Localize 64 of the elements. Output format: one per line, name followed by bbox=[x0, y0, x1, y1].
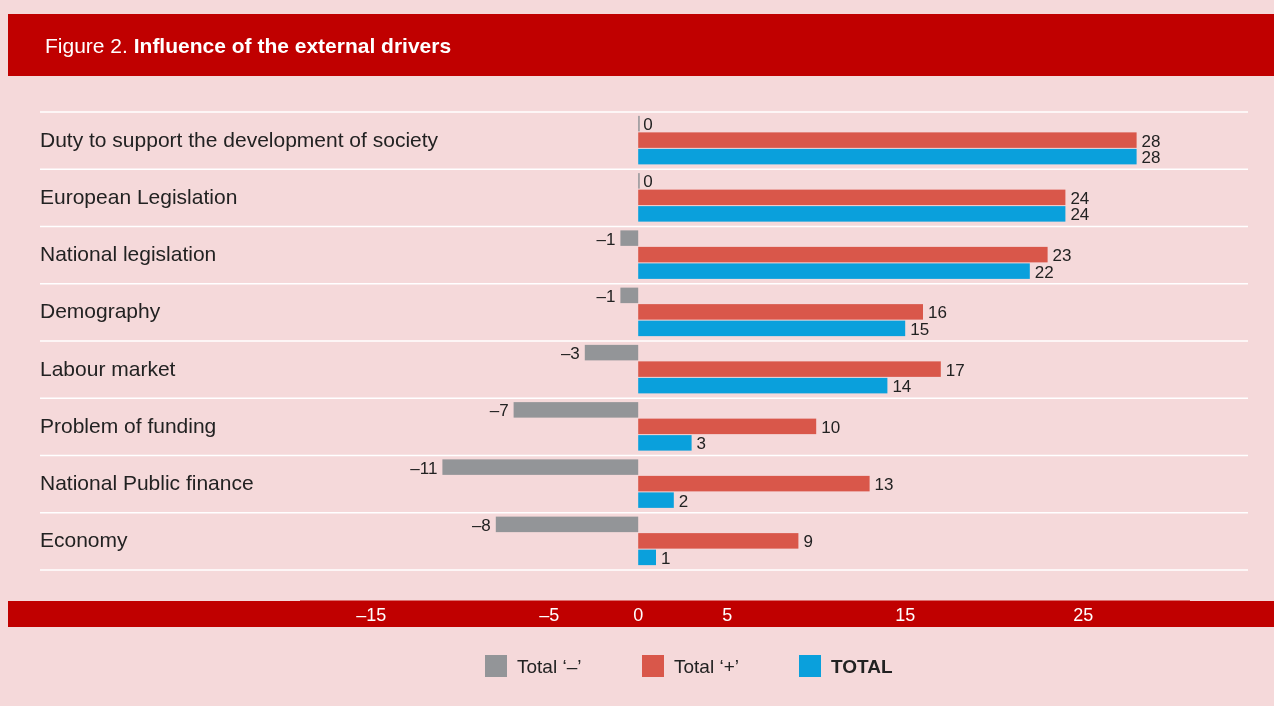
x-tick-label: 25 bbox=[1073, 605, 1094, 625]
data-label: 14 bbox=[892, 377, 912, 397]
bar bbox=[442, 459, 639, 475]
data-label: 3 bbox=[696, 434, 707, 454]
x-tick-label: –5 bbox=[539, 605, 560, 625]
y-tick-label: National Public finance bbox=[40, 471, 254, 495]
bar bbox=[638, 533, 799, 549]
bar bbox=[638, 549, 656, 566]
data-label: 24 bbox=[1070, 205, 1090, 225]
data-label: –3 bbox=[560, 344, 580, 364]
x-tick-label: 15 bbox=[895, 605, 916, 625]
bar bbox=[638, 189, 1066, 206]
bar bbox=[513, 402, 639, 418]
bar bbox=[620, 230, 639, 246]
data-label: 17 bbox=[945, 360, 965, 380]
bar bbox=[638, 320, 906, 337]
bar bbox=[638, 304, 923, 320]
bar bbox=[638, 263, 1030, 279]
bar bbox=[638, 132, 1137, 148]
data-label: 0 bbox=[643, 115, 653, 135]
data-label: 28 bbox=[1141, 131, 1161, 151]
bar bbox=[638, 361, 941, 377]
data-label: 23 bbox=[1052, 246, 1072, 266]
y-tick-label: Economy bbox=[40, 528, 129, 552]
data-label: 16 bbox=[928, 303, 947, 323]
bar bbox=[638, 475, 870, 492]
legend-label: Total ‘–’ bbox=[517, 656, 582, 677]
y-tick-label: National legislation bbox=[40, 242, 217, 266]
bar bbox=[638, 206, 1066, 222]
legend-label: TOTAL bbox=[831, 656, 893, 677]
data-label: 15 bbox=[910, 319, 930, 339]
data-label: 9 bbox=[803, 532, 813, 552]
bar bbox=[495, 516, 639, 533]
data-label: 2 bbox=[678, 491, 689, 511]
y-tick-label: Duty to support the development of society bbox=[40, 127, 439, 151]
bar bbox=[638, 377, 888, 394]
data-label: 13 bbox=[874, 475, 894, 495]
y-tick-label: Problem of funding bbox=[40, 413, 217, 437]
data-label: 24 bbox=[1070, 188, 1090, 208]
data-label: –1 bbox=[596, 286, 616, 306]
bar bbox=[638, 418, 817, 435]
bar bbox=[638, 148, 1137, 165]
x-tick-label: 0 bbox=[633, 605, 644, 625]
bar bbox=[638, 435, 692, 451]
y-tick-label: European Legislation bbox=[40, 184, 238, 208]
data-label: –1 bbox=[596, 229, 616, 249]
data-label: 22 bbox=[1034, 262, 1054, 282]
bar bbox=[638, 492, 674, 508]
data-label: 0 bbox=[643, 172, 653, 192]
bar bbox=[584, 344, 639, 361]
data-label: 28 bbox=[1141, 148, 1161, 168]
data-label: 1 bbox=[661, 548, 671, 568]
data-label: 10 bbox=[821, 417, 841, 437]
data-label: –8 bbox=[471, 515, 491, 535]
y-tick-label: Labour market bbox=[40, 356, 176, 380]
data-label: –7 bbox=[489, 401, 509, 421]
bar bbox=[620, 287, 639, 304]
data-label: –11 bbox=[410, 458, 438, 478]
y-tick-label: Demography bbox=[40, 299, 161, 323]
bar bbox=[638, 246, 1048, 263]
chart-title: Figure 2. Influence of the external drivers bbox=[45, 34, 452, 57]
legend-label: Total ‘+’ bbox=[674, 656, 739, 677]
x-tick-label: –15 bbox=[356, 605, 387, 625]
x-tick-label: 5 bbox=[722, 605, 733, 625]
